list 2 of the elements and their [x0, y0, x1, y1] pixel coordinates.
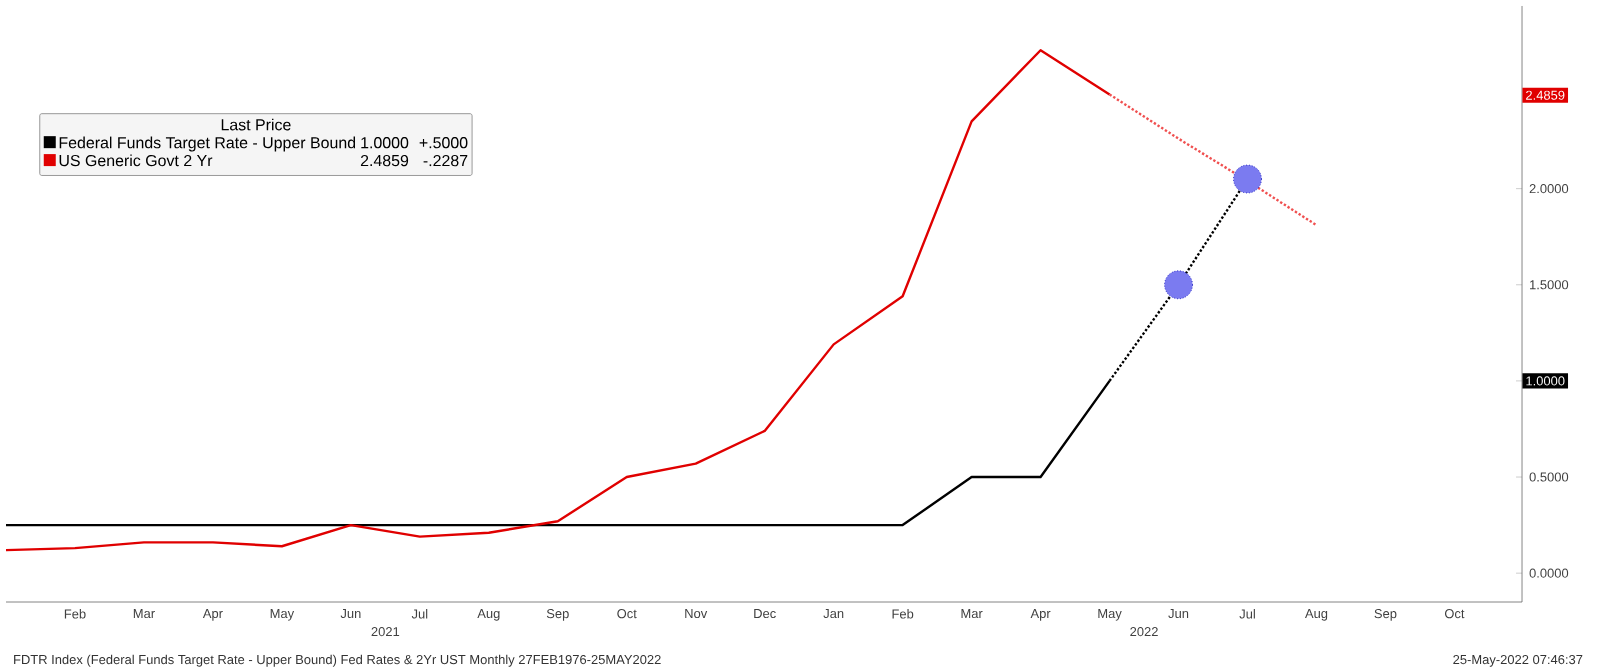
line-series	[4, 49, 1111, 552]
line-series	[1108, 93, 1318, 227]
